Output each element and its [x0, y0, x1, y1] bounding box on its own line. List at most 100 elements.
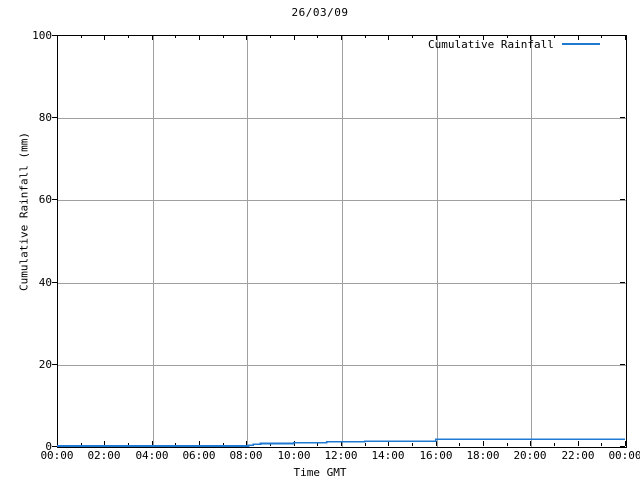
x-axis-tick [341, 441, 342, 446]
x-axis-tick-top [199, 35, 200, 40]
x-axis-tick-top [483, 35, 484, 40]
x-axis-minor-tick-top [601, 35, 602, 38]
chart-legend: Cumulative Rainfall [428, 36, 600, 52]
x-axis-tick-top [294, 35, 295, 40]
x-axis-tick-top [388, 35, 389, 40]
y-axis-tick [52, 282, 57, 283]
y-axis-tick [620, 364, 625, 365]
y-axis-tick [620, 282, 625, 283]
x-axis-minor-tick-top [412, 35, 413, 38]
x-axis-tick-top [341, 35, 342, 40]
y-axis-tick [52, 364, 57, 365]
gridline-vertical [531, 36, 532, 447]
y-axis-tick [52, 446, 57, 447]
x-axis-minor-tick [507, 443, 508, 446]
x-axis-tick-top [436, 35, 437, 40]
data-series-layer [57, 438, 625, 447]
x-axis-minor-tick [128, 443, 129, 446]
x-axis-tick-top [625, 35, 626, 40]
x-axis-minor-tick [270, 443, 271, 446]
x-axis-minor-tick [601, 443, 602, 446]
plot-area [57, 35, 627, 448]
x-axis-tick [246, 441, 247, 446]
x-axis-minor-tick-top [81, 35, 82, 38]
y-axis-tick-label: 20 [38, 358, 52, 371]
x-axis-minor-tick-top [223, 35, 224, 38]
x-axis-minor-tick [554, 443, 555, 446]
y-axis-tick [620, 446, 625, 447]
y-axis-tick [620, 199, 625, 200]
x-axis-tick-top [530, 35, 531, 40]
y-axis-tick [52, 199, 57, 200]
gridline-vertical [437, 36, 438, 447]
y-axis-tick-label: 100 [32, 29, 52, 42]
y-axis-tick [52, 117, 57, 118]
x-axis-tick-label: 10:00 [277, 449, 311, 462]
x-axis-minor-tick [459, 443, 460, 446]
x-axis-tick [388, 441, 389, 446]
x-axis-tick [104, 441, 105, 446]
x-axis-tick [199, 441, 200, 446]
x-axis-minor-tick [317, 443, 318, 446]
x-axis-tick-label: 00:00 [608, 449, 640, 462]
x-axis-tick [578, 441, 579, 446]
chart-title: 26/03/09 [291, 6, 349, 19]
x-axis-tick-top [57, 35, 58, 40]
x-axis-tick [436, 441, 437, 446]
x-axis-tick [625, 441, 626, 446]
y-axis-label-holder: 0 20 40 60 80 100 [0, 0, 52, 480]
x-axis-tick-label: 22:00 [561, 449, 595, 462]
x-axis-minor-tick-top [128, 35, 129, 38]
x-axis-tick-top [578, 35, 579, 40]
x-axis-tick-label: 04:00 [135, 449, 169, 462]
x-axis-tick-label: 16:00 [419, 449, 453, 462]
x-axis-tick-label: 08:00 [229, 449, 263, 462]
y-axis-tick-label: 60 [38, 193, 52, 206]
gridline-vertical [153, 36, 154, 447]
x-axis-minor-tick-top [507, 35, 508, 38]
x-axis-minor-tick-top [459, 35, 460, 38]
x-axis-tick-label: 18:00 [466, 449, 500, 462]
gridline-horizontal [58, 365, 626, 366]
gridline-horizontal [58, 118, 626, 119]
x-axis-minor-tick [175, 443, 176, 446]
gridline-horizontal [58, 200, 626, 201]
x-axis-tick-label: 02:00 [87, 449, 121, 462]
legend-line-swatch [561, 43, 600, 45]
y-axis-tick [620, 117, 625, 118]
x-axis-tick-label: 12:00 [324, 449, 358, 462]
y-axis-tick-label: 80 [38, 111, 52, 124]
x-axis-tick [530, 441, 531, 446]
x-axis-tick-label: 06:00 [182, 449, 216, 462]
y-axis-title: Cumulative Rainfall (mm) [17, 132, 31, 291]
x-axis-tick [57, 441, 58, 446]
x-axis-minor-tick [81, 443, 82, 446]
x-axis-tick [483, 441, 484, 446]
x-axis-minor-tick-top [554, 35, 555, 38]
x-axis-tick-top [104, 35, 105, 40]
y-axis-tick-label: 40 [38, 276, 52, 289]
x-axis-tick-label: 14:00 [371, 449, 405, 462]
gridline-horizontal [58, 283, 626, 284]
data-line-1 [57, 438, 625, 447]
x-axis-minor-tick [223, 443, 224, 446]
x-axis-tick-top [246, 35, 247, 40]
x-axis-tick-top [152, 35, 153, 40]
x-axis-tick-label: 20:00 [513, 449, 547, 462]
x-axis-minor-tick [365, 443, 366, 446]
x-axis-minor-tick-top [270, 35, 271, 38]
x-axis-tick [152, 441, 153, 446]
y-axis-tick [620, 35, 625, 36]
x-axis-tick-label: 00:00 [40, 449, 74, 462]
legend-item-label: Cumulative Rainfall [428, 37, 554, 51]
y-axis-tick-label: 0 [45, 440, 52, 453]
x-axis-minor-tick-top [365, 35, 366, 38]
gridline-vertical [342, 36, 343, 447]
y-axis-tick [52, 35, 57, 36]
x-axis-minor-tick [412, 443, 413, 446]
x-axis-minor-tick-top [317, 35, 318, 38]
x-axis-minor-tick-top [175, 35, 176, 38]
gridline-vertical [247, 36, 248, 447]
x-axis-title: Time GMT [293, 466, 347, 479]
